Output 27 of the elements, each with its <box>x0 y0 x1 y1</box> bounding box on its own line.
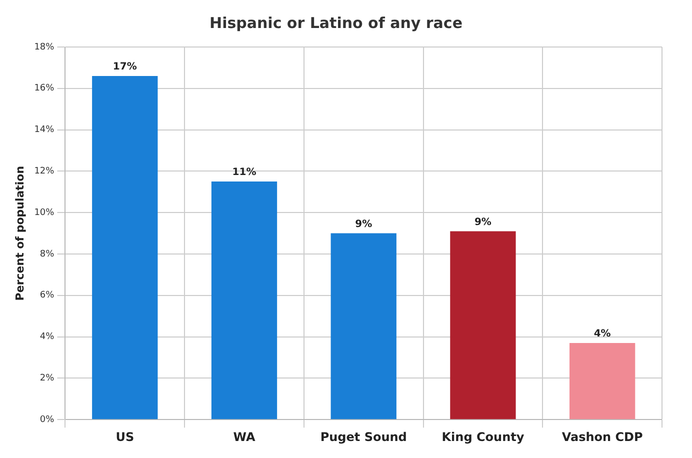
y-axis-title: Percent of population <box>13 166 26 301</box>
bar <box>330 233 396 420</box>
y-tick-label: 8% <box>40 249 55 260</box>
y-tick-label: 4% <box>40 332 55 342</box>
y-tick-label: 16% <box>34 84 55 94</box>
y-tick-label: 0% <box>40 414 55 425</box>
data-label: 17% <box>112 62 137 73</box>
y-tick-label: 14% <box>34 125 55 136</box>
x-tick-label: WA <box>233 430 256 444</box>
bar <box>569 343 636 420</box>
data-label: 4% <box>594 328 611 340</box>
y-tick-label: 6% <box>40 290 55 301</box>
y-tick-label: 12% <box>34 166 55 177</box>
x-tick-label: US <box>116 430 134 444</box>
bar <box>92 76 158 420</box>
bar <box>211 182 278 420</box>
x-tick-label: Puget Sound <box>320 430 407 444</box>
y-tick-label: 2% <box>40 374 55 384</box>
y-tick-label: 10% <box>34 208 55 218</box>
x-tick-label: King County <box>442 430 524 444</box>
data-label: 11% <box>232 167 256 178</box>
y-tick-label: 18% <box>34 42 55 52</box>
data-label: 9% <box>474 216 492 228</box>
x-tick-label: Vashon CDP <box>562 430 643 444</box>
data-label: 9% <box>355 218 372 230</box>
chart-title: Hispanic or Latino of any race <box>210 14 462 32</box>
bar <box>450 231 516 420</box>
